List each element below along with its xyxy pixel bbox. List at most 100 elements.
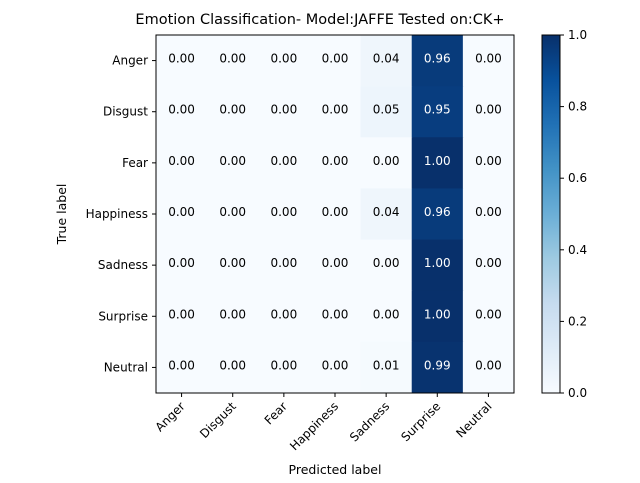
y-axis-label: True label <box>54 184 69 246</box>
cell-value-label: 0.00 <box>373 154 400 168</box>
heatmap-cell <box>411 239 464 292</box>
heatmap-cell <box>411 290 464 343</box>
cell-value-label: 1.00 <box>424 154 451 168</box>
colorbar-tick-label: 0.8 <box>568 100 587 114</box>
heatmap-cell <box>309 239 362 292</box>
cell-value-label: 0.00 <box>219 154 246 168</box>
heatmap-cell <box>360 239 413 292</box>
heatmap-cell <box>462 341 515 394</box>
heatmap-cell <box>411 35 464 87</box>
y-tick-label: Fear <box>122 156 148 170</box>
cell-value-label: 0.05 <box>373 103 400 117</box>
heatmap-cell <box>360 290 413 343</box>
cell-value-label: 0.00 <box>270 205 297 219</box>
heatmap-cell <box>207 137 259 189</box>
heatmap-cell <box>462 290 515 343</box>
heatmap-cell <box>309 86 362 138</box>
heatmap-cell <box>411 188 464 241</box>
cell-value-label: 0.00 <box>168 307 195 321</box>
x-tick-label: Surprise <box>398 399 443 444</box>
cell-value-label: 0.00 <box>475 256 502 270</box>
heatmap-cell <box>360 341 413 394</box>
cell-value-label: 0.00 <box>219 52 246 66</box>
colorbar-ticks: 0.0 0.2 0.4 0.6 0.8 1.0 <box>560 28 587 400</box>
heatmap-cell <box>258 86 310 138</box>
y-axis-ticks: Anger Disgust Fear Happiness Sadness Surprise… <box>86 54 156 374</box>
heatmap-cell <box>462 35 515 87</box>
heatmap-cell <box>309 137 362 189</box>
heatmap-cell <box>156 188 208 241</box>
x-tick-label: Sadness <box>347 399 392 444</box>
y-tick-label: Happiness <box>86 207 148 221</box>
colorbar-tick-label: 1.0 <box>568 28 587 42</box>
cell-value-label: 0.00 <box>168 358 195 372</box>
colorbar <box>541 34 561 394</box>
cell-value-label: 0.00 <box>270 52 297 66</box>
cell-value-label: 0.00 <box>373 307 400 321</box>
heatmap-cell <box>207 188 259 241</box>
cell-value-label: 0.00 <box>270 256 297 270</box>
heatmap-cell <box>258 35 310 87</box>
cell-value-label: 1.00 <box>424 307 451 321</box>
heatmap-cell <box>258 341 310 394</box>
x-tick-label: Fear <box>262 399 290 427</box>
y-tick-label: Neutral <box>104 360 148 374</box>
cell-value-label: 0.00 <box>219 358 246 372</box>
cell-value-label: 0.00 <box>270 307 297 321</box>
y-tick-label: Anger <box>112 54 148 68</box>
cell-value-label: 1.00 <box>424 256 451 270</box>
x-tick-label: Neutral <box>453 399 494 440</box>
heatmap-cell <box>207 341 259 394</box>
cell-value-label: 0.95 <box>424 103 451 117</box>
cell-value-label: 0.00 <box>168 154 195 168</box>
x-tick-label: Happiness <box>287 399 341 453</box>
heatmap-cell <box>156 35 208 87</box>
heatmap-cell <box>309 35 362 87</box>
heatmap-cell <box>156 137 208 189</box>
cell-value-label: 0.00 <box>219 103 246 117</box>
cell-value-label: 0.00 <box>168 205 195 219</box>
cell-value-label: 0.00 <box>270 358 297 372</box>
x-tick-label: Anger <box>153 399 188 434</box>
cell-value-label: 0.00 <box>322 103 349 117</box>
heatmap-cells <box>156 35 515 394</box>
heatmap-cell <box>207 239 259 292</box>
heatmap-cell <box>462 188 515 241</box>
heatmap-cell <box>411 137 464 189</box>
cell-value-label: 0.96 <box>424 205 451 219</box>
cell-value-label: 0.00 <box>475 52 502 66</box>
heatmap-cell <box>207 86 259 138</box>
x-axis-label: Predicted label <box>289 462 382 477</box>
cell-value-label: 0.00 <box>322 52 349 66</box>
cell-value-label: 0.04 <box>373 52 400 66</box>
heatmap-cell <box>156 341 208 394</box>
heatmap-cell <box>411 86 464 138</box>
y-tick-label: Surprise <box>98 309 148 323</box>
heatmap-cell <box>258 188 310 241</box>
heatmap-cell <box>258 137 310 189</box>
heatmap-cell <box>156 239 208 292</box>
cell-value-label: 0.00 <box>219 256 246 270</box>
heatmap-cell <box>156 290 208 343</box>
y-tick-label: Sadness <box>98 258 148 272</box>
cell-value-label: 0.01 <box>373 358 400 372</box>
heatmap-cell <box>258 239 310 292</box>
colorbar-tick-label: 0.2 <box>568 314 587 328</box>
y-tick-label: Disgust <box>103 105 148 119</box>
x-tick-label: Disgust <box>197 399 239 441</box>
heatmap-cell <box>156 86 208 138</box>
cell-value-label: 0.00 <box>322 256 349 270</box>
cell-value-label: 0.00 <box>168 52 195 66</box>
heatmap-cell <box>360 86 413 138</box>
cell-value-label: 0.00 <box>475 103 502 117</box>
heatmap-cell <box>360 188 413 241</box>
heatmap-cell <box>258 290 310 343</box>
heatmap-cell <box>309 290 362 343</box>
heatmap-cell <box>207 35 259 87</box>
heatmap-cell <box>462 86 515 138</box>
colorbar-tick-label: 0.0 <box>568 386 587 400</box>
heatmap-cell <box>309 341 362 394</box>
